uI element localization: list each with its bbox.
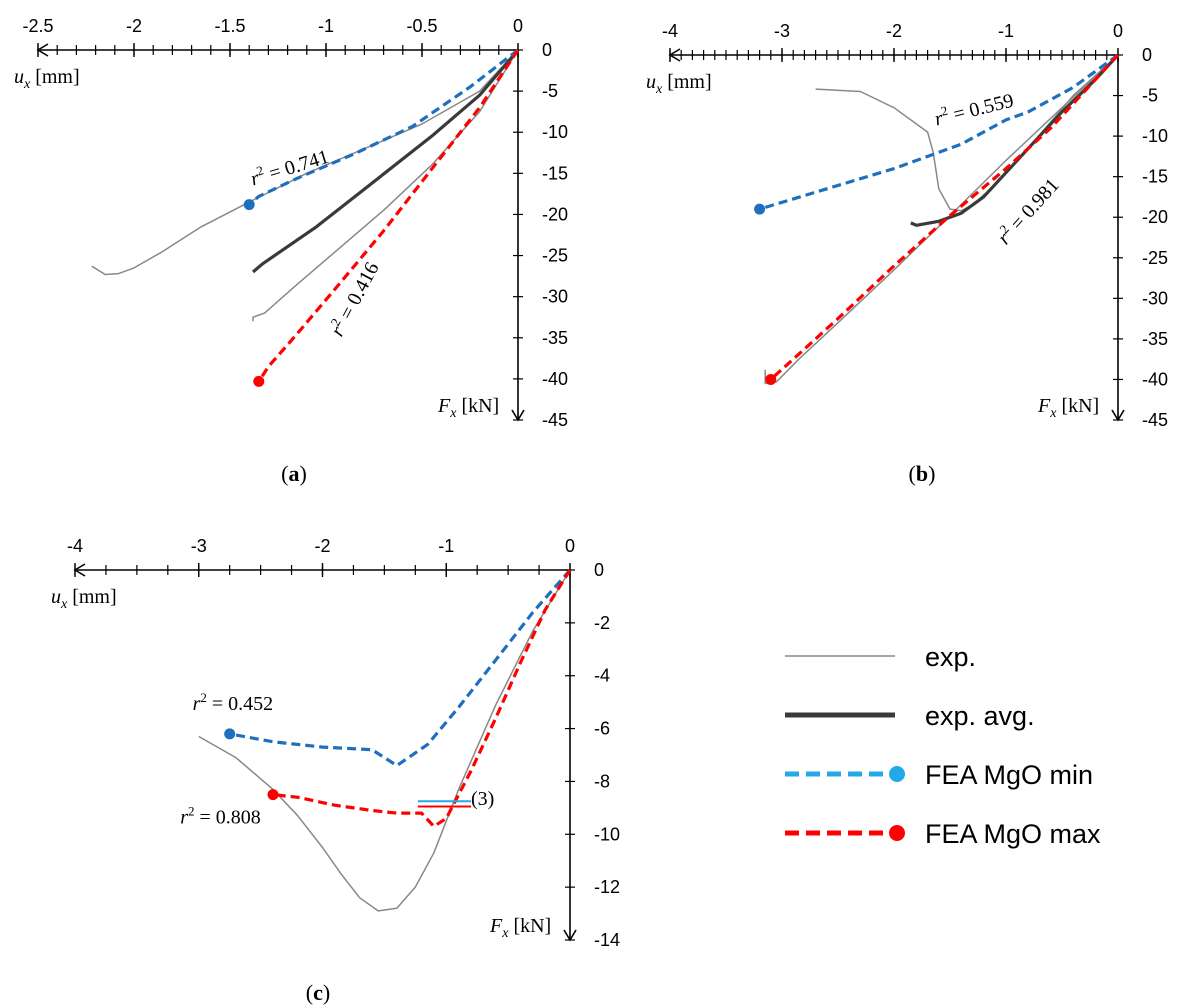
series-line-fea_min xyxy=(248,48,519,206)
y-tick-label: -45 xyxy=(542,410,568,430)
legend-marker-fea_max xyxy=(889,825,905,841)
y-axis-title: Fx [kN] xyxy=(489,915,551,941)
y-tick-label: -35 xyxy=(542,328,568,348)
y-tick-label: -30 xyxy=(542,287,568,307)
x-tick-label: -3 xyxy=(774,21,790,41)
y-tick-label: -20 xyxy=(1142,207,1168,227)
y-tick-label: -40 xyxy=(1142,369,1168,389)
series-endpoint-fea_max xyxy=(765,373,777,385)
y-tick-label: 0 xyxy=(1142,45,1152,65)
x-tick-label: 0 xyxy=(1113,21,1123,41)
panel-label: (c) xyxy=(306,980,330,1005)
x-axis-title: ux [mm] xyxy=(14,66,80,92)
x-tick-label: -1 xyxy=(438,536,454,556)
series-line-exp_avg xyxy=(910,53,1120,227)
y-tick-label: -35 xyxy=(1142,329,1168,349)
x-tick-label: -2.5 xyxy=(22,16,53,36)
series-endpoint-fea_min xyxy=(224,728,236,740)
x-tick-label: -1 xyxy=(318,16,334,36)
legend-label: FEA MgO max xyxy=(925,819,1101,849)
x-axis-title: ux [mm] xyxy=(51,586,117,612)
x-tick-label: -3 xyxy=(191,536,207,556)
legend-label: exp. avg. xyxy=(925,701,1035,731)
panel-label: (a) xyxy=(281,461,307,486)
series-endpoint-fea_min xyxy=(243,199,255,211)
y-tick-label: 0 xyxy=(542,40,552,60)
legend-label: exp. xyxy=(925,642,976,672)
y-tick-label: -25 xyxy=(542,246,568,266)
x-tick-label: -0.5 xyxy=(406,16,437,36)
legend: exp. exp. avg. FEA MgO min FEA MgO max xyxy=(785,642,1101,849)
annotation: r2 = 0.808 xyxy=(180,804,261,829)
series-endpoint-fea_max xyxy=(253,375,265,387)
annotation: r2 = 0.452 xyxy=(193,690,274,715)
x-tick-label: 0 xyxy=(565,536,575,556)
y-axis-title: Fx [kN] xyxy=(437,395,499,421)
x-tick-label: -2 xyxy=(886,21,902,41)
y-tick-label: -10 xyxy=(1142,126,1168,146)
y-tick-label: -4 xyxy=(594,666,610,686)
y-tick-label: -15 xyxy=(1142,167,1168,187)
x-tick-label: -1 xyxy=(998,21,1014,41)
x-axis-title: ux [mm] xyxy=(646,71,712,97)
series-line-exp xyxy=(815,54,1119,212)
y-tick-label: -25 xyxy=(1142,248,1168,268)
y-tick-label: -2 xyxy=(594,613,610,633)
y-tick-label: -30 xyxy=(1142,288,1168,308)
x-tick-label: -1.5 xyxy=(214,16,245,36)
annotation: r2 = 0.559 xyxy=(932,87,1016,131)
series-line-fea_max xyxy=(272,569,572,829)
x-tick-label: -4 xyxy=(67,536,83,556)
annotation: r2 = 0.981 xyxy=(991,172,1063,249)
x-tick-label: 0 xyxy=(513,16,523,36)
y-tick-label: -40 xyxy=(542,369,568,389)
series-line-fea_min xyxy=(229,568,572,768)
series-line-exp_avg xyxy=(251,48,520,274)
annotation: r2 = 0.741 xyxy=(247,143,331,190)
series-line-exp xyxy=(198,569,571,912)
series-line-fea_max xyxy=(257,49,520,383)
series-line-exp xyxy=(252,49,519,322)
y-tick-label: -20 xyxy=(542,204,568,224)
series-line-exp xyxy=(91,49,519,276)
panel-label: (b) xyxy=(909,461,936,486)
legend-label: FEA MgO min xyxy=(925,760,1093,790)
series-endpoint-fea_min xyxy=(754,203,766,215)
x-tick-label: -2 xyxy=(314,536,330,556)
y-tick-label: -45 xyxy=(1142,410,1168,430)
y-tick-label: -10 xyxy=(542,122,568,142)
y-tick-label: -5 xyxy=(1142,86,1158,106)
y-tick-label: 0 xyxy=(594,560,604,580)
y-tick-label: -10 xyxy=(594,824,620,844)
y-axis-title: Fx [kN] xyxy=(1037,395,1099,421)
x-tick-label: -4 xyxy=(662,21,678,41)
annotation: r2 = 0.416 xyxy=(324,257,384,340)
y-tick-label: -8 xyxy=(594,771,610,791)
series-endpoint-fea_max xyxy=(267,789,279,801)
y-tick-label: -14 xyxy=(594,930,620,950)
y-tick-label: -12 xyxy=(594,877,620,897)
annotation: (3) xyxy=(471,788,494,810)
series-line-fea_max xyxy=(769,53,1120,381)
series-line-fea_min xyxy=(759,53,1119,211)
x-tick-label: -2 xyxy=(126,16,142,36)
y-tick-label: -15 xyxy=(542,163,568,183)
legend-marker-fea_min xyxy=(889,766,905,782)
panel-a: -2.5 -2 -1.5 -1 -0.5 00 -5 -10 -15 -20 -25 -30 -35 -4… xyxy=(14,16,568,486)
y-tick-label: -5 xyxy=(542,81,558,101)
y-tick-label: -6 xyxy=(594,719,610,739)
